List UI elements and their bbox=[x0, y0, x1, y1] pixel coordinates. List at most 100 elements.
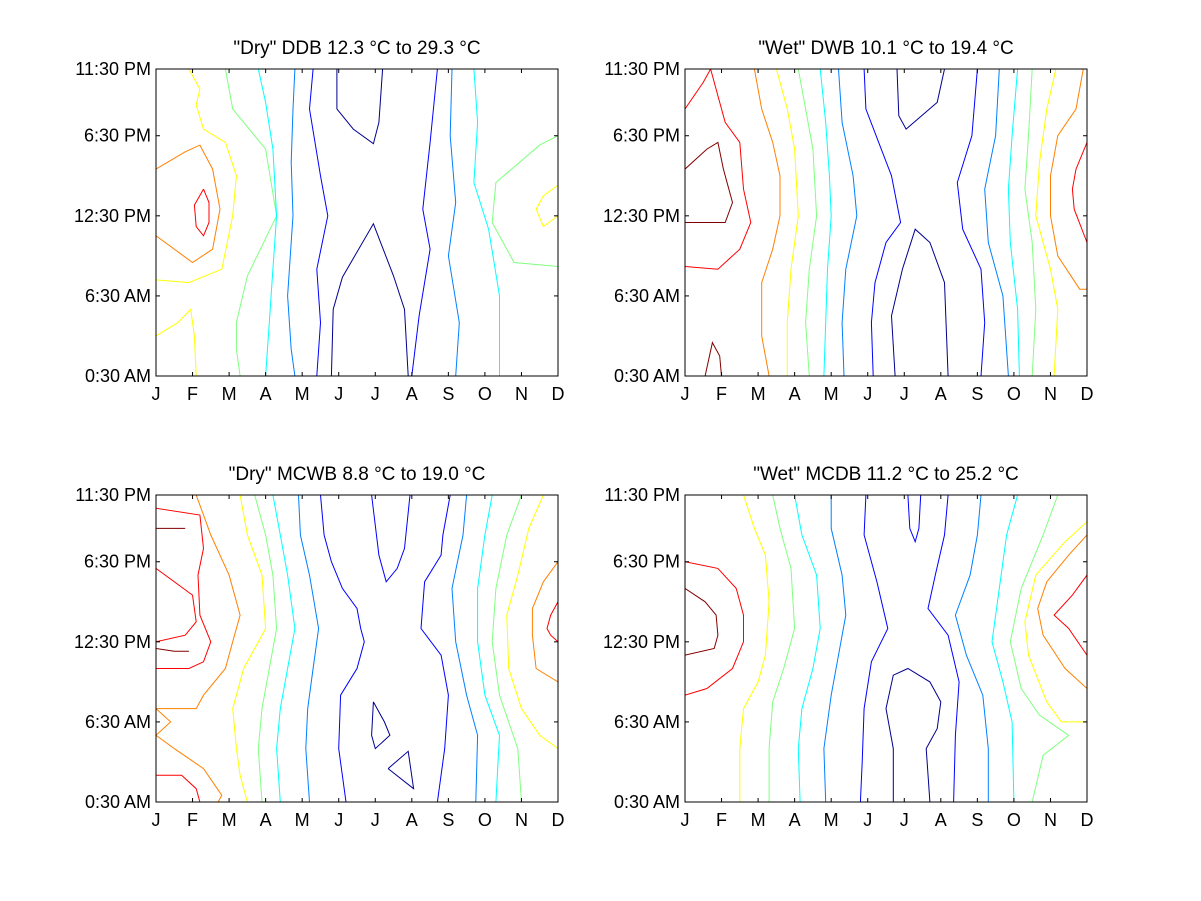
contour-line-16 bbox=[451, 495, 479, 802]
contour-line-12 bbox=[1007, 69, 1020, 376]
contour-line-12 bbox=[308, 69, 329, 376]
contour-line-8 bbox=[257, 69, 278, 376]
contour-lines bbox=[156, 69, 558, 376]
y-tick-label: 12:30 PM bbox=[74, 206, 151, 226]
x-tick-label: O bbox=[1007, 810, 1021, 830]
contour-line-8 bbox=[1009, 495, 1070, 802]
contour-line-9 bbox=[797, 69, 818, 376]
contour-line-4 bbox=[156, 567, 197, 643]
contour-line-11 bbox=[823, 495, 847, 802]
axes-box bbox=[684, 68, 1088, 377]
contour-line-10 bbox=[991, 495, 1019, 802]
contour-line-13 bbox=[859, 495, 889, 802]
y-tick-label: 0:30 AM bbox=[614, 366, 680, 386]
contour-line-5 bbox=[739, 495, 770, 802]
contour-line-8 bbox=[1035, 69, 1059, 376]
x-tick-label: S bbox=[442, 384, 454, 404]
contour-line-18 bbox=[890, 228, 949, 376]
chart-title: "Wet" DWB 10.1 °C to 19.4 °C bbox=[758, 38, 1013, 59]
x-tick-label: J bbox=[900, 810, 909, 830]
x-tick-label: S bbox=[971, 810, 983, 830]
contour-line-12 bbox=[954, 495, 989, 802]
contour-line-9 bbox=[473, 69, 500, 376]
contour-line-14 bbox=[477, 495, 501, 802]
x-tick-label: F bbox=[187, 810, 198, 830]
contour-lines bbox=[156, 495, 558, 802]
x-tick-label: S bbox=[442, 810, 454, 830]
y-tick-label: 0:30 AM bbox=[614, 792, 680, 812]
x-tick-label: A bbox=[935, 810, 947, 830]
contour-line-3 bbox=[1053, 574, 1087, 656]
y-tick-label: 6:30 AM bbox=[85, 712, 151, 732]
x-tick-label: O bbox=[1007, 384, 1021, 404]
x-tick-label: D bbox=[1081, 384, 1094, 404]
contour-line-8 bbox=[531, 561, 558, 683]
x-tick-label: M bbox=[751, 810, 766, 830]
contour-line-10 bbox=[287, 69, 296, 376]
contour-line-3 bbox=[156, 507, 212, 669]
x-tick-label: D bbox=[552, 384, 565, 404]
x-tick-label: A bbox=[935, 384, 947, 404]
axes-box bbox=[684, 494, 1088, 803]
y-tick-label: 11:30 PM bbox=[604, 59, 680, 79]
x-tick-label: M bbox=[824, 384, 839, 404]
x-tick-label: A bbox=[260, 810, 272, 830]
x-tick-label: A bbox=[260, 384, 272, 404]
y-tick-label: 12:30 PM bbox=[603, 206, 680, 226]
contour-line-7 bbox=[775, 69, 799, 376]
x-tick-label: S bbox=[971, 384, 983, 404]
contour-line-5 bbox=[535, 184, 558, 228]
y-tick-label: 6:30 PM bbox=[613, 552, 680, 572]
x-tick-label: J bbox=[334, 810, 343, 830]
x-tick-label: M bbox=[751, 384, 766, 404]
contour-line-15 bbox=[907, 495, 922, 544]
contour-lines bbox=[685, 69, 1087, 376]
y-tick-label: 6:30 AM bbox=[614, 712, 680, 732]
y-tick-label: 0:30 AM bbox=[85, 792, 151, 812]
contour-line-6 bbox=[224, 69, 278, 376]
contour-line-1 bbox=[193, 188, 210, 237]
y-tick-label: 6:30 PM bbox=[613, 126, 680, 146]
contour-line-7 bbox=[156, 495, 241, 802]
contour-line-4 bbox=[156, 308, 197, 376]
contour-line-16 bbox=[956, 69, 986, 376]
contour-line-13 bbox=[411, 69, 438, 376]
y-tick-label: 6:30 PM bbox=[84, 552, 151, 572]
contour-line-18 bbox=[420, 495, 451, 802]
contour-line-1 bbox=[685, 587, 719, 656]
contour-line-1 bbox=[685, 141, 734, 223]
x-tick-label: N bbox=[1044, 384, 1057, 404]
x-tick-label: J bbox=[863, 384, 872, 404]
contour-line-5 bbox=[753, 69, 781, 376]
x-tick-label: N bbox=[515, 384, 528, 404]
contour-line-12 bbox=[491, 495, 522, 802]
y-tick-label: 6:30 AM bbox=[614, 286, 680, 306]
contour-line-7 bbox=[768, 495, 796, 802]
contour-line-2 bbox=[156, 144, 221, 264]
contour-line-5 bbox=[156, 774, 201, 802]
contour-line-15 bbox=[863, 69, 902, 376]
y-tick-label: 11:30 PM bbox=[75, 59, 151, 79]
x-tick-label: D bbox=[1081, 810, 1094, 830]
contour-line-10 bbox=[1024, 69, 1037, 376]
contour-line-17 bbox=[320, 495, 365, 802]
y-tick-label: 0:30 AM bbox=[85, 366, 151, 386]
y-tick-label: 11:30 PM bbox=[75, 485, 151, 505]
x-tick-label: M bbox=[222, 810, 237, 830]
x-tick-label: A bbox=[406, 810, 418, 830]
contour-line-2 bbox=[156, 648, 189, 652]
chart-title: "Wet" MCDB 11.2 °C to 25.2 °C bbox=[753, 464, 1019, 485]
contour-line-19 bbox=[371, 495, 411, 583]
x-tick-label: M bbox=[222, 384, 237, 404]
contour-line-2 bbox=[704, 341, 722, 376]
contour-line-9 bbox=[794, 495, 821, 802]
contour-line-13 bbox=[838, 69, 858, 376]
contour-line-14 bbox=[927, 495, 960, 802]
x-tick-label: A bbox=[789, 810, 801, 830]
contour-line-13 bbox=[272, 495, 296, 802]
contour-line-9 bbox=[232, 495, 267, 802]
y-tick-label: 11:30 PM bbox=[604, 485, 680, 505]
chart-title: "Dry" DDB 12.3 °C to 29.3 °C bbox=[233, 38, 480, 59]
y-tick-label: 6:30 AM bbox=[85, 286, 151, 306]
